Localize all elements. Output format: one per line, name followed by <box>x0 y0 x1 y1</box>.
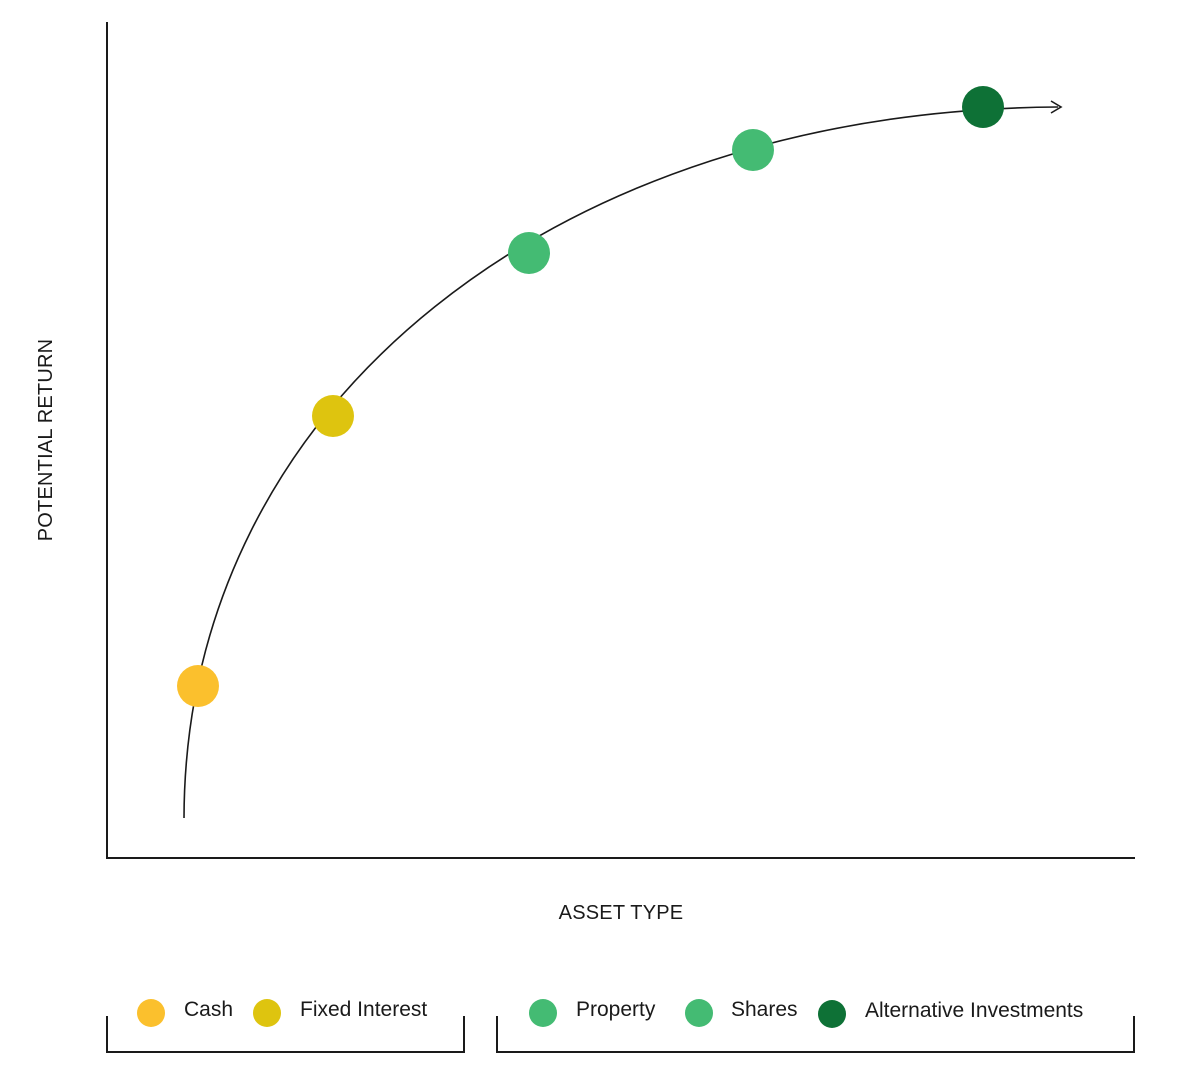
legend: Cash Fixed Interest Property Shares Alternat… <box>137 998 1083 1028</box>
legend-label-cash: Cash <box>184 998 233 1021</box>
legend-marker-fixed-interest <box>253 999 281 1027</box>
point-property <box>508 232 550 274</box>
x-axis-label: ASSET TYPE <box>559 902 684 924</box>
point-fixed-interest <box>312 395 354 437</box>
legend-marker-cash <box>137 999 165 1027</box>
legend-marker-shares <box>685 999 713 1027</box>
legend-marker-alternative-investments <box>818 1000 846 1028</box>
return-curve <box>183 106 1059 819</box>
legend-label-fixed-interest: Fixed Interest <box>300 998 427 1021</box>
legend-bracket-left <box>106 1016 465 1053</box>
point-cash <box>177 665 219 707</box>
y-axis-label: POTENTIAL RETURN <box>35 339 57 541</box>
point-alternative-investments <box>962 86 1004 128</box>
legend-bracket-right <box>496 1016 1135 1053</box>
legend-label-shares: Shares <box>731 998 798 1021</box>
curve-arrow-icon <box>1050 100 1063 114</box>
legend-label-property: Property <box>576 998 656 1021</box>
legend-marker-property <box>529 999 557 1027</box>
point-shares <box>732 129 774 171</box>
legend-label-alternative-investments: Alternative Investments <box>865 999 1083 1022</box>
points-layer <box>177 86 1004 707</box>
